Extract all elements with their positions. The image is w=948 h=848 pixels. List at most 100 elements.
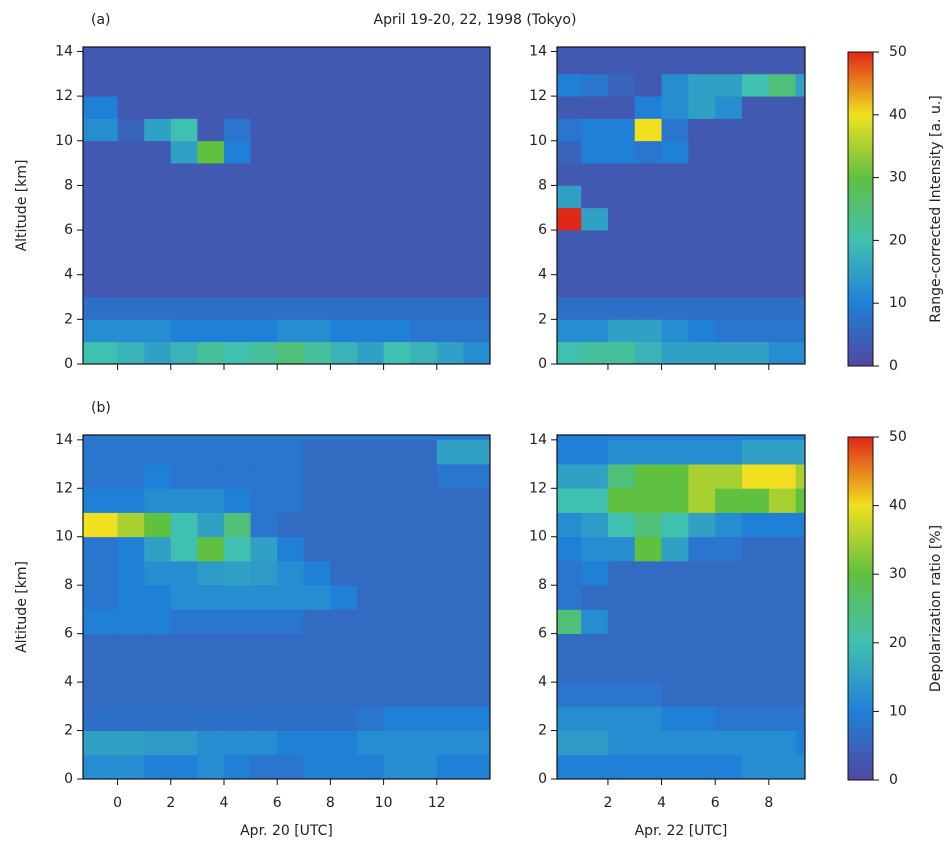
heatmap-cell [715, 633, 743, 659]
x-tick-label: 4 [220, 795, 229, 811]
heatmap-cell [410, 319, 438, 343]
heatmap-cell [741, 51, 770, 75]
heatmap-cell [83, 439, 118, 465]
heatmap-cell [223, 252, 251, 276]
heatmap-cell [581, 609, 609, 635]
heatmap-cell [303, 488, 331, 513]
heatmap-cell [607, 297, 636, 320]
heatmap-cell [581, 536, 609, 562]
heatmap-cell [223, 488, 251, 513]
heatmap-cell [277, 585, 305, 610]
heatmap-cell [557, 464, 582, 489]
heatmap-cell [250, 252, 278, 276]
y-tick-label: 0 [64, 356, 73, 372]
heatmap-cell [223, 464, 251, 489]
heatmap-cell [661, 754, 689, 780]
heatmap-cell [661, 274, 689, 298]
heatmap-cell [688, 657, 716, 683]
heatmap-cell [383, 96, 411, 119]
heatmap-cell [223, 96, 251, 119]
heatmap-cell [223, 657, 251, 683]
heatmap-cell [356, 488, 384, 513]
heatmap-cell [768, 207, 797, 231]
y-tick-label: 2 [64, 723, 73, 739]
heatmap-cell [688, 163, 716, 186]
heatmap-cell [250, 297, 278, 320]
heatmap-cell [581, 252, 609, 276]
heatmap-cell [581, 207, 609, 231]
heatmap-cell [557, 51, 582, 75]
heatmap-cell [410, 274, 438, 298]
heatmap-cell [250, 657, 278, 683]
heatmap-cell [436, 274, 464, 298]
heatmap-cell [303, 51, 331, 75]
heatmap-cell [170, 609, 198, 635]
heatmap-cell [795, 464, 806, 489]
heatmap-cell [277, 230, 305, 253]
heatmap-cell [661, 439, 689, 465]
heatmap-cell [383, 341, 411, 365]
heatmap-cell [557, 73, 582, 97]
heatmap-cell [277, 536, 305, 562]
heatmap-cell [277, 512, 305, 538]
heatmap-cell [436, 512, 464, 538]
heatmap-cell [356, 96, 384, 119]
heatmap-cell [330, 706, 358, 731]
heatmap-cell [557, 185, 582, 209]
heatmap-cell [688, 297, 716, 320]
heatmap-cell [607, 706, 636, 731]
heatmap-cell [410, 609, 438, 635]
heatmap-cell [410, 560, 438, 586]
x-axis-label: Apr. 20 [UTC] [240, 823, 333, 839]
heatmap-cell [715, 464, 743, 489]
heatmap-cell [277, 633, 305, 659]
heatmap-cell [795, 73, 806, 97]
heatmap-cell [607, 118, 636, 142]
heatmap-cell [170, 682, 198, 707]
y-tick-label: 2 [538, 723, 547, 739]
heatmap-cell [83, 163, 118, 186]
heatmap-cell [83, 73, 118, 97]
heatmap-cell [170, 252, 198, 276]
x-tick-label: 4 [657, 795, 666, 811]
heatmap-cell [383, 682, 411, 707]
heatmap-cell [303, 185, 331, 209]
heatmap-cell [223, 706, 251, 731]
heatmap-cell [715, 319, 743, 343]
heatmap-cell [277, 96, 305, 119]
heatmap-cell [117, 464, 145, 489]
heatmap-cell [463, 512, 491, 538]
heatmap-cell [410, 185, 438, 209]
heatmap-cell [117, 682, 145, 707]
heatmap-cell [330, 585, 358, 610]
heatmap-cell [557, 274, 582, 298]
heatmap-cell [223, 230, 251, 253]
heatmap-cell [330, 252, 358, 276]
heatmap-cell [634, 682, 662, 707]
heatmap-cell [144, 118, 172, 142]
plot-frame [82, 434, 491, 780]
heatmap-cell [197, 341, 225, 365]
heatmap-cell [463, 252, 491, 276]
heatmap-cell [634, 512, 662, 538]
heatmap-cell [117, 341, 145, 365]
heatmap-cell [463, 319, 491, 343]
heatmap-cell [463, 185, 491, 209]
heatmap-cell [436, 536, 464, 562]
heatmap-cell [768, 730, 797, 756]
heatmap-cell [170, 464, 198, 489]
heatmap-cell [463, 754, 491, 780]
heatmap-cell [581, 297, 609, 320]
heatmap-cell [688, 609, 716, 635]
heatmap-cell [330, 754, 358, 780]
heatmap-cell [634, 341, 662, 365]
heatmap-cell [356, 730, 384, 756]
heatmap-cell [715, 536, 743, 562]
heatmap-cell [768, 96, 797, 119]
heatmap-cell [197, 51, 225, 75]
plot-frame [556, 46, 806, 365]
heatmap-cell [557, 297, 582, 320]
heatmap-cell [463, 682, 491, 707]
heatmap-cell [170, 633, 198, 659]
heatmap-cell [83, 96, 118, 119]
